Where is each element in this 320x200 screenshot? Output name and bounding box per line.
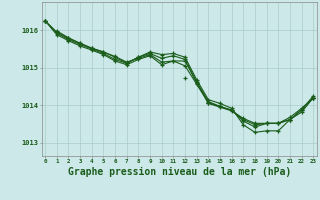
X-axis label: Graphe pression niveau de la mer (hPa): Graphe pression niveau de la mer (hPa) bbox=[68, 167, 291, 177]
